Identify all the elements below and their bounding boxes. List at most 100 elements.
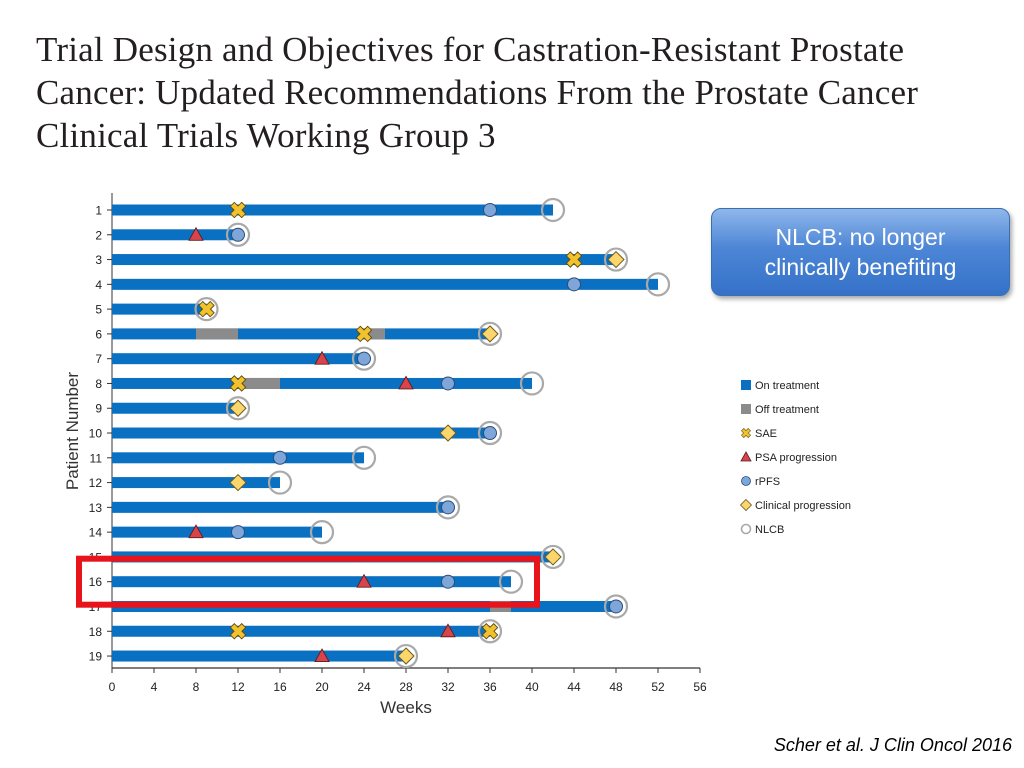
y-tick-label: 8 [95,377,102,391]
x-tick-label: 56 [693,680,707,694]
y-axis-title: Patient Number [63,372,82,490]
y-tick-label: 2 [95,228,102,242]
callout-text: NLCB: no longer clinically benefiting [764,224,957,280]
rpfs-marker [483,203,497,217]
nlcb-marker [477,619,503,644]
nlcb-marker [603,594,629,619]
nlcb-marker [225,222,251,247]
x-tick-label: 12 [231,680,245,694]
y-tick-label: 12 [89,476,103,490]
nlcb-marker [540,544,566,570]
y-tick-label: 11 [90,451,103,465]
nlcb-marker [645,272,671,297]
on-treatment-bar [112,427,490,439]
nlcb-marker [477,420,503,446]
sae-marker [229,622,247,640]
on-treatment-bar [112,254,616,266]
y-tick-label: 6 [95,327,102,341]
on-treatment-bar [112,278,658,290]
x-tick-label: 0 [109,680,116,694]
clinical-progression-marker [397,647,415,665]
y-tick-label: 5 [95,303,102,317]
legend-swatch-on-treatment [741,380,751,390]
x-tick-label: 32 [441,680,455,694]
legend-swatch-off-treatment [741,404,751,414]
nlcb-marker [194,297,219,322]
on-treatment-bar [112,328,490,340]
y-tick-label: 18 [89,625,103,639]
psa-progression-marker [188,524,204,539]
x-tick-label: 16 [273,680,287,694]
nlcb-marker [435,495,461,520]
on-treatment-bar [112,650,406,662]
on-treatment-bar [112,501,448,513]
legend-swatch-clinical [739,498,753,512]
psa-progression-marker [440,623,456,638]
x-tick-label: 40 [525,680,539,694]
y-tick-label: 16 [89,575,103,589]
sae-marker [229,375,247,392]
sae-marker [481,622,499,640]
nlcb-marker [351,346,377,371]
x-tick-label: 36 [483,680,497,694]
rpfs-marker [567,277,581,292]
rpfs-marker [273,450,287,465]
on-treatment-bar [112,303,207,315]
y-tick-label: 3 [95,253,102,267]
on-treatment-bar [112,576,511,588]
legend-swatch-nlcb [740,523,752,535]
off-treatment-segment [196,328,238,340]
legend-swatch-psa [740,451,752,462]
legend-label-off_treatment: Off treatment [755,404,819,416]
y-tick-label: 4 [95,278,102,292]
rpfs-marker [441,500,455,515]
legend-swatch-rpfs [741,476,751,486]
on-treatment-bar [112,625,490,637]
nlcb-marker [267,470,293,495]
nlcb-marker [477,321,503,346]
clinical-progression-marker [229,399,247,417]
x-tick-label: 20 [315,680,329,694]
clinical-progression-marker [544,548,562,566]
rpfs-marker [441,376,455,391]
clinical-progression-marker [439,424,457,442]
clinical-progression-marker [607,250,625,269]
y-tick-label: 19 [89,650,103,664]
psa-progression-marker [188,226,204,241]
x-tick-label: 8 [193,680,200,694]
off-treatment-segment [238,377,280,389]
nlcb-marker [540,197,566,223]
nlcb-marker [498,569,524,594]
off-treatment-segment [364,328,385,340]
rpfs-marker [231,227,245,242]
on-treatment-bar [112,353,364,365]
rpfs-marker [231,525,245,540]
x-tick-label: 52 [651,680,665,694]
x-tick-label: 24 [357,680,371,694]
slide-title: Trial Design and Objectives for Castrati… [36,30,919,155]
nlcb-marker [393,643,419,669]
y-tick-label: 14 [89,526,103,540]
sae-marker [198,300,215,318]
on-treatment-bar [112,402,238,414]
legend-label-psa: PSA progression [755,452,837,464]
legend-label-rpfs: rPFS [755,476,780,488]
nlcb-callout: NLCB: no longer clinically benefiting [711,208,1010,296]
nlcb-marker [603,247,629,272]
rpfs-marker [441,574,455,589]
legend-label-on_treatment: On treatment [755,380,819,392]
rpfs-marker [357,351,371,366]
clinical-progression-marker [481,325,499,343]
on-treatment-bar [112,204,553,216]
legend-swatch-sae [741,428,751,438]
on-treatment-bar [112,229,238,241]
y-tick-label: 13 [89,501,103,515]
y-tick-label: 9 [95,402,102,416]
rpfs-marker [609,599,623,614]
clinical-progression-marker [229,473,247,492]
x-tick-label: 48 [609,680,623,694]
sae-marker [229,201,247,219]
psa-progression-marker [314,648,330,662]
on-treatment-bar [112,526,322,538]
